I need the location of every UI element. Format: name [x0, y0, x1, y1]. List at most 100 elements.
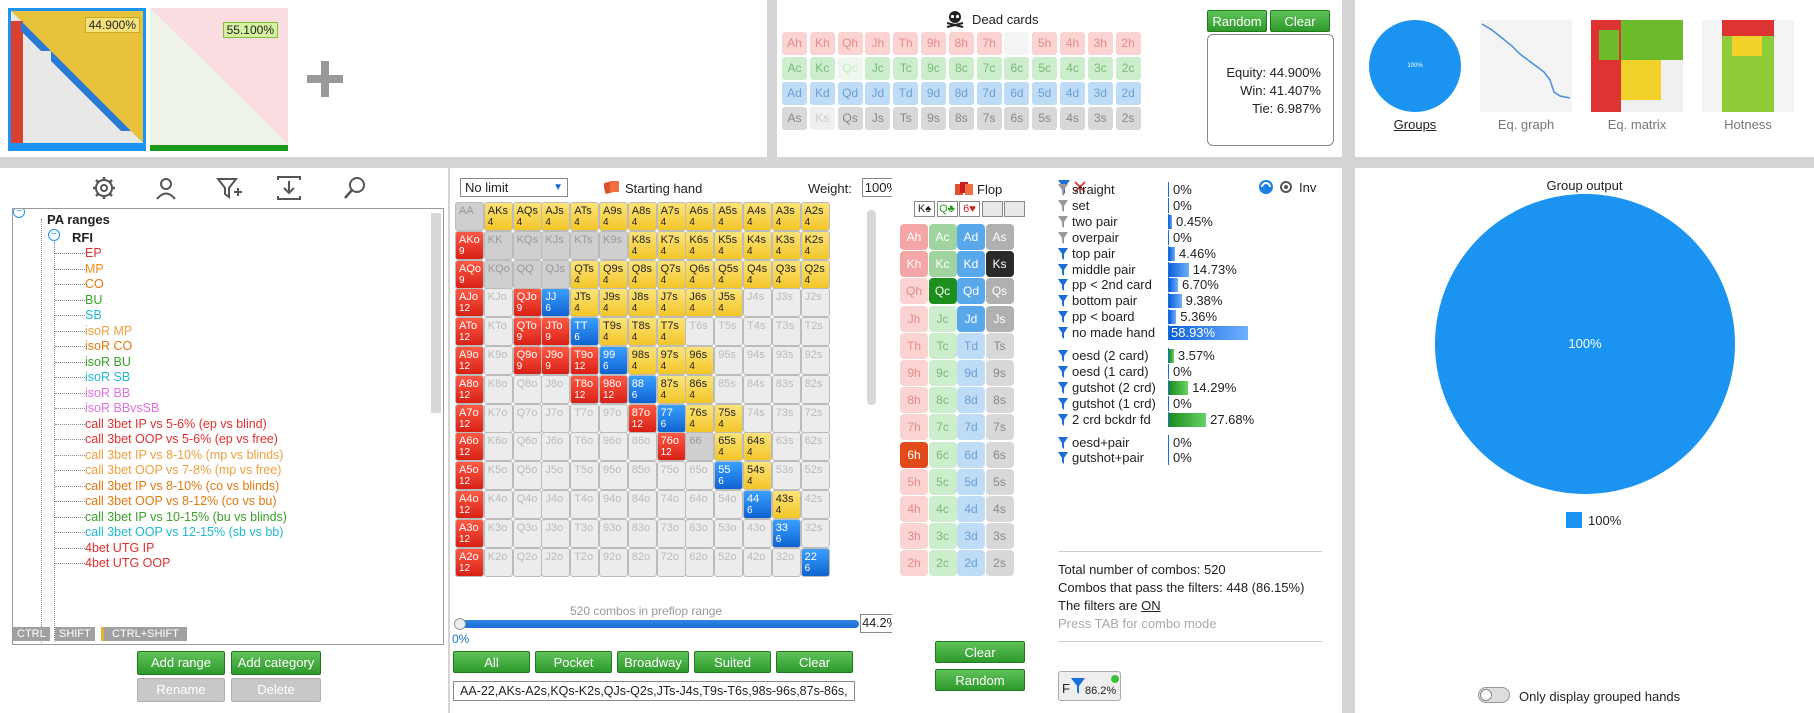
flop-clear-button[interactable]: Clear: [935, 641, 1025, 663]
tree-vscroll[interactable]: [431, 213, 441, 413]
tree-range-item[interactable]: call 3bet IP vs 8-10% (mp vs blinds): [85, 447, 284, 462]
hand-cell[interactable]: 82o: [627, 547, 657, 577]
hand-cell[interactable]: 92s: [800, 346, 830, 375]
hand-cell[interactable]: 42o: [743, 547, 772, 577]
hand-cell[interactable]: J5s 4: [714, 288, 744, 318]
hand-cell[interactable]: A3s 4: [771, 202, 801, 231]
filter-row-label[interactable]: oesd (1 card): [1072, 363, 1149, 379]
user-icon[interactable]: [154, 176, 178, 200]
hand-cell[interactable]: A9s 4: [599, 202, 628, 231]
dead-card[interactable]: 8c: [948, 57, 974, 80]
dead-card[interactable]: 6s: [1004, 107, 1030, 130]
dead-card[interactable]: Ac: [782, 57, 807, 80]
hand-cell[interactable]: KTs: [570, 230, 600, 260]
dead-card[interactable]: 8h: [948, 32, 974, 55]
flop-card[interactable]: 2h: [900, 550, 928, 577]
flop-card[interactable]: 6s: [985, 441, 1014, 468]
flop-card[interactable]: Ac: [928, 224, 957, 250]
dead-card[interactable]: 7s: [976, 107, 1002, 130]
hand-cell[interactable]: K9o: [483, 346, 513, 375]
tree-range-item[interactable]: isoR SB: [85, 370, 131, 384]
filter-row-label[interactable]: gutshot+pair: [1072, 450, 1144, 466]
flop-card[interactable]: 9s: [985, 360, 1014, 386]
hand-cell[interactable]: AKs 4: [483, 202, 513, 231]
hand-cell[interactable]: K3o: [483, 518, 513, 548]
range-slider-track[interactable]: [459, 620, 859, 628]
filter-row-icon[interactable]: [1058, 263, 1068, 276]
dead-card[interactable]: Kc: [809, 57, 835, 80]
hand-cell[interactable]: J8s 4: [627, 288, 657, 318]
hand-cell[interactable]: 72o: [656, 547, 686, 577]
filter-row-icon[interactable]: [1058, 350, 1068, 362]
dead-card[interactable]: 9d: [921, 82, 946, 105]
hand-cell[interactable]: KQs: [512, 230, 542, 260]
tree-range-item[interactable]: BU: [85, 292, 103, 307]
tree-range-item[interactable]: EP: [85, 246, 102, 260]
range-thumb-2[interactable]: 55.100%: [150, 8, 288, 151]
flop-card[interactable]: Jd: [957, 305, 985, 332]
hand-cell[interactable]: Q8o: [512, 374, 542, 404]
hand-cell[interactable]: 85s: [714, 374, 744, 404]
hand-cell[interactable]: 74s: [743, 403, 772, 433]
filter-row-icon[interactable]: [1058, 436, 1068, 449]
board-slot[interactable]: Q♣: [936, 201, 958, 217]
hand-cell[interactable]: J9o 9: [541, 346, 571, 375]
hand-cell[interactable]: ATs 4: [570, 202, 600, 231]
filter-row-label[interactable]: bottom pair: [1072, 293, 1138, 309]
add-range-thumb-icon[interactable]: [307, 61, 343, 97]
hand-cell[interactable]: 94o: [599, 490, 628, 519]
gear-icon[interactable]: [92, 176, 116, 200]
rename-button[interactable]: Rename: [137, 678, 225, 702]
hand-cell[interactable]: A2s 4: [800, 202, 830, 231]
tree-folder[interactable]: RFI: [72, 230, 93, 245]
hand-cell[interactable]: 74o: [656, 490, 686, 519]
hand-cell[interactable]: 44 6: [743, 490, 772, 519]
filter-row-icon[interactable]: [1058, 279, 1068, 292]
flop-card[interactable]: 7h: [900, 414, 928, 441]
filter-row-icon[interactable]: [1058, 199, 1068, 212]
tree-root[interactable]: PA ranges: [47, 212, 110, 227]
hand-cell[interactable]: K6o: [483, 432, 513, 462]
hand-cell[interactable]: 42s: [800, 490, 830, 519]
hand-cell[interactable]: K8s 4: [627, 230, 657, 260]
hand-cell[interactable]: QTs 4: [570, 259, 600, 289]
range-text-input[interactable]: AA-22,AKs-A2s,KQs-K2s,QJs-Q2s,JTs-J4s,T9…: [453, 681, 855, 701]
hand-cell[interactable]: KK: [483, 230, 513, 260]
tree-range-item[interactable]: call 3bet OOP vs 8-12% (co vs bu): [85, 494, 277, 508]
hand-cell[interactable]: J6o: [541, 432, 571, 462]
hand-cell[interactable]: TT 6: [570, 317, 600, 347]
board-slot[interactable]: K♠: [914, 201, 935, 217]
hand-cell[interactable]: 96s 4: [685, 346, 715, 375]
dead-card[interactable]: 2d: [1115, 82, 1141, 105]
hand-cell[interactable]: Q2o: [512, 547, 542, 577]
hand-cell[interactable]: 73o: [656, 518, 686, 548]
hand-cell[interactable]: T2s: [800, 317, 830, 347]
dead-card[interactable]: Jh: [865, 32, 891, 55]
dead-card[interactable]: 2c: [1115, 57, 1141, 80]
hand-cell[interactable]: A6s 4: [685, 202, 715, 231]
hand-cell[interactable]: AJo 12: [455, 288, 484, 318]
flop-card[interactable]: 3d: [957, 523, 985, 550]
hand-cell[interactable]: A5s 4: [714, 202, 744, 231]
hand-cell[interactable]: K6s 4: [685, 230, 715, 260]
filter-row-icon[interactable]: [1058, 413, 1068, 426]
filter-row-icon[interactable]: [1058, 231, 1068, 244]
hand-cell[interactable]: AKo 9: [455, 230, 484, 260]
range-slider-handle[interactable]: [454, 618, 466, 630]
filter-row-icon[interactable]: [1058, 365, 1068, 378]
hand-cell[interactable]: T4o: [570, 490, 600, 519]
hand-cell[interactable]: 53s: [771, 461, 801, 491]
hand-cell[interactable]: 65s 4: [714, 432, 744, 462]
filter-toggle-button[interactable]: F 86.2%: [1058, 671, 1121, 701]
hand-cell[interactable]: K4s 4: [743, 230, 772, 260]
dead-card[interactable]: Qd: [837, 82, 863, 105]
hand-cell[interactable]: T2o: [570, 547, 600, 577]
hand-cell[interactable]: Q9o 9: [512, 346, 542, 375]
hand-cell[interactable]: 88 6: [627, 374, 657, 404]
hand-cell[interactable]: J4s: [743, 288, 772, 318]
flop-card[interactable]: 7d: [957, 414, 985, 441]
board-slot[interactable]: 6♥: [959, 201, 980, 217]
hand-cell[interactable]: QJo 9: [512, 288, 542, 318]
dead-card[interactable]: 6d: [1004, 82, 1030, 105]
hand-cell[interactable]: K9s: [599, 230, 628, 260]
